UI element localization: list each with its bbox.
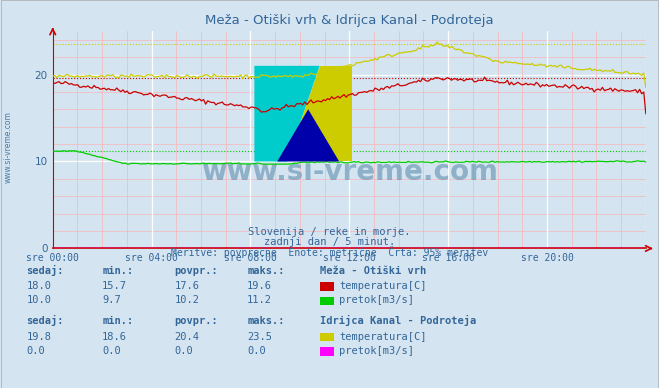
Text: min.:: min.: bbox=[102, 316, 133, 326]
Text: 0.0: 0.0 bbox=[26, 346, 45, 356]
Text: povpr.:: povpr.: bbox=[175, 316, 218, 326]
Text: 0.0: 0.0 bbox=[175, 346, 193, 356]
Text: Slovenija / reke in morje.: Slovenija / reke in morje. bbox=[248, 227, 411, 237]
Text: www.si-vreme.com: www.si-vreme.com bbox=[201, 158, 498, 186]
Text: 10.0: 10.0 bbox=[26, 295, 51, 305]
Text: 11.2: 11.2 bbox=[247, 295, 272, 305]
Text: sedaj:: sedaj: bbox=[26, 315, 64, 326]
Text: Idrijca Kanal - Podroteja: Idrijca Kanal - Podroteja bbox=[320, 315, 476, 326]
Text: Meža - Otiški vrh: Meža - Otiški vrh bbox=[320, 265, 426, 275]
Text: povpr.:: povpr.: bbox=[175, 265, 218, 275]
Text: 10.2: 10.2 bbox=[175, 295, 200, 305]
Text: zadnji dan / 5 minut.: zadnji dan / 5 minut. bbox=[264, 237, 395, 247]
Text: www.si-vreme.com: www.si-vreme.com bbox=[3, 111, 13, 184]
Polygon shape bbox=[287, 66, 352, 161]
Text: maks.:: maks.: bbox=[247, 265, 285, 275]
Text: 19.8: 19.8 bbox=[26, 331, 51, 341]
Polygon shape bbox=[254, 66, 320, 161]
Text: 23.5: 23.5 bbox=[247, 331, 272, 341]
Text: maks.:: maks.: bbox=[247, 316, 285, 326]
Text: pretok[m3/s]: pretok[m3/s] bbox=[339, 346, 415, 356]
Text: temperatura[C]: temperatura[C] bbox=[339, 281, 427, 291]
Text: sedaj:: sedaj: bbox=[26, 265, 64, 275]
Text: min.:: min.: bbox=[102, 265, 133, 275]
Text: 0.0: 0.0 bbox=[102, 346, 121, 356]
Title: Meža - Otiški vrh & Idrijca Kanal - Podroteja: Meža - Otiški vrh & Idrijca Kanal - Podr… bbox=[205, 14, 494, 27]
Text: 19.6: 19.6 bbox=[247, 281, 272, 291]
Text: 17.6: 17.6 bbox=[175, 281, 200, 291]
Text: temperatura[C]: temperatura[C] bbox=[339, 331, 427, 341]
Text: 18.0: 18.0 bbox=[26, 281, 51, 291]
Text: 20.4: 20.4 bbox=[175, 331, 200, 341]
Text: Meritve: povprečne  Enote: metrične  Črta: 95% meritev: Meritve: povprečne Enote: metrične Črta:… bbox=[171, 246, 488, 258]
Text: 18.6: 18.6 bbox=[102, 331, 127, 341]
Text: pretok[m3/s]: pretok[m3/s] bbox=[339, 295, 415, 305]
Text: 9.7: 9.7 bbox=[102, 295, 121, 305]
Polygon shape bbox=[277, 109, 339, 161]
Text: 15.7: 15.7 bbox=[102, 281, 127, 291]
Text: 0.0: 0.0 bbox=[247, 346, 266, 356]
